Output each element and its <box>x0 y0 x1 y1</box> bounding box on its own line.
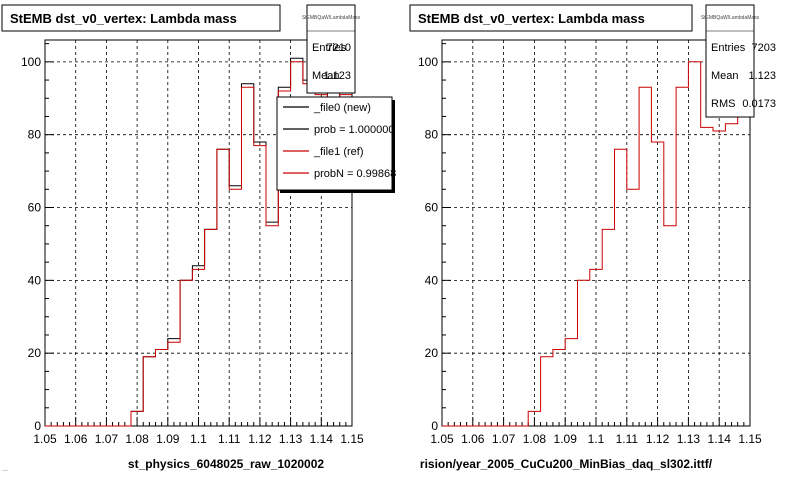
histogram-series-1 <box>442 61 750 427</box>
legend-label: _file0 (new) <box>313 102 371 114</box>
y-tick-label: 80 <box>425 128 439 142</box>
stats-label: Mean <box>711 70 739 82</box>
x-tick-label: 1.06 <box>461 432 485 446</box>
y-tick-label: 0 <box>431 419 438 433</box>
legend-label: prob = 1.000000 <box>314 124 394 136</box>
x-axis-label: rision/year_2005_CuCu200_MinBias_daq_sl3… <box>420 457 713 471</box>
y-tick-label: 20 <box>28 346 42 360</box>
legend-label: _file1 (ref) <box>313 146 364 158</box>
chart-title: StEMB dst_v0_vertex: Lambda mass <box>10 11 237 26</box>
x-tick-label: 1.15 <box>738 432 762 446</box>
x-tick-label: 1.15 <box>340 432 364 446</box>
x-tick-label: 1.1 <box>190 432 207 446</box>
chart-panel-1: 1.05 1.06 1.07 1.08 1.09 1.1 1.11 1.12 1.13 1.14 1… <box>1 4 396 471</box>
x-tick-label: 1.12 <box>646 432 670 446</box>
stats-value: 1.123 <box>748 70 776 82</box>
x-tick-label: 1.09 <box>156 432 180 446</box>
stats-label: Entries <box>312 42 347 54</box>
chart-panel-2: 1.05 1.06 1.07 1.08 1.09 1.1 1.11 1.12 1.13 1.14 1… <box>409 4 776 471</box>
y-tick-label: 40 <box>425 273 439 287</box>
chart-title: StEMB dst_v0_vertex: Lambda mass <box>418 11 645 26</box>
legend-label: probN = 0.99868 <box>314 168 396 180</box>
x-tick-label: 1.08 <box>125 432 149 446</box>
stats-header: StEMBQaW/LambdaMass <box>302 15 361 21</box>
y-tick-label: 80 <box>28 128 42 142</box>
stats-label: Mean <box>312 70 340 82</box>
x-tick-label: 1.09 <box>554 432 578 446</box>
x-tick-label: 1.11 <box>218 432 241 446</box>
x-tick-label: 1.14 <box>708 432 732 446</box>
title-box <box>1 4 281 32</box>
x-tick-label: 1.05 <box>33 432 57 446</box>
stats-label: Entries <box>711 42 746 54</box>
x-tick-label: 1.07 <box>95 432 119 446</box>
stats-value: 7203 <box>752 42 776 54</box>
stats-box <box>705 4 755 118</box>
x-tick-label: 1.13 <box>279 432 303 446</box>
stats-value: 1.123 <box>323 70 351 82</box>
x-tick-label: 1.1 <box>588 432 605 446</box>
stats-value: 0.0173 <box>742 98 776 110</box>
stats-value: 7210 <box>327 42 351 54</box>
x-tick-label: 1.11 <box>616 432 639 446</box>
x-tick-label: 1.08 <box>523 432 547 446</box>
y-tick-label: 60 <box>28 201 42 215</box>
x-tick-label: 1.07 <box>492 432 516 446</box>
y-tick-label: 0 <box>34 419 41 433</box>
y-tick-label: 100 <box>418 55 438 69</box>
histogram-series-2 <box>45 61 352 427</box>
stats-box <box>306 4 356 94</box>
y-tick-label: 40 <box>28 273 42 287</box>
x-tick-label: 1.05 <box>430 432 454 446</box>
title-box <box>409 4 693 32</box>
x-tick-label: 1.12 <box>248 432 272 446</box>
x-tick-label: 1.06 <box>64 432 88 446</box>
x-tick-label: 1.13 <box>677 432 701 446</box>
stats-header: StEMBQaW/LambdaMass <box>701 15 760 21</box>
y-tick-label: 100 <box>21 55 41 69</box>
x-axis-label: st_physics_6048025_raw_1020002 <box>128 457 324 471</box>
y-tick-label: 60 <box>425 201 439 215</box>
footer-note: ... <box>2 466 8 473</box>
legend-box <box>276 96 393 191</box>
y-tick-label: 20 <box>425 346 439 360</box>
x-tick-label: 1.14 <box>310 432 334 446</box>
stats-label: RMS <box>711 98 735 110</box>
